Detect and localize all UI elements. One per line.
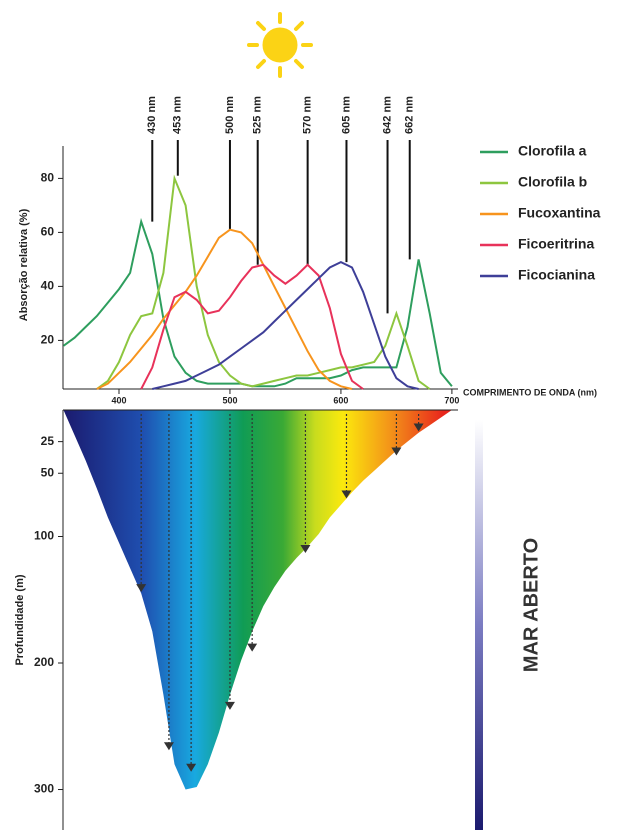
penetration-arrow	[341, 490, 352, 499]
x-tick-label: 500	[222, 395, 237, 405]
sun	[247, 12, 313, 78]
penetration-arrow	[186, 763, 197, 772]
y-axis-label: Absorção relativa (%)	[18, 208, 30, 321]
series-line	[96, 174, 431, 390]
y-axis-label: Profundidade (m)	[14, 574, 26, 665]
y-tick-label: 40	[41, 279, 55, 293]
absorption-chart: Absorção relativa (%) COMPRIMENTO DE OND…	[18, 96, 597, 406]
y-tick-label: 20	[41, 333, 55, 347]
penetration-arrow	[224, 701, 235, 710]
series-line	[152, 260, 419, 390]
mar-bar	[475, 420, 483, 830]
penetration-arrow	[247, 643, 258, 652]
depth-chart: Profundidade (m) MAR ABERTO 25 50 100 200 30…	[14, 409, 542, 830]
side-label: MAR ABERTO	[520, 538, 542, 672]
series-line	[62, 217, 453, 388]
x-tick-label: 700	[444, 395, 459, 405]
peak-label: 430 nm	[146, 96, 158, 134]
x-tick-label: 600	[333, 395, 348, 405]
peak-label: 642 nm	[381, 96, 393, 134]
legend-label: Ficocianina	[518, 267, 595, 283]
penetration-arrow	[413, 423, 424, 432]
peak-label: 500 nm	[224, 96, 236, 134]
legend-label: Fucoxantina	[518, 205, 601, 221]
y-tick-label: 80	[41, 171, 55, 185]
y-tick-label: 25	[41, 434, 55, 448]
x-axis-label: COMPRIMENTO DE ONDA (nm)	[463, 387, 597, 397]
penetration-arrow	[300, 544, 311, 553]
y-tick-label: 300	[34, 782, 54, 796]
legend-label: Clorofila a	[518, 143, 587, 159]
y-tick-label: 60	[41, 225, 55, 239]
peak-label: 453 nm	[172, 96, 184, 134]
penetration-arrow	[136, 584, 147, 593]
x-tick-label: 400	[111, 395, 126, 405]
penetration-arrow	[163, 742, 174, 751]
series-line	[140, 263, 364, 390]
light-area	[63, 410, 452, 790]
legend-label: Ficoeritrina	[518, 236, 594, 252]
penetration-arrow	[391, 447, 402, 456]
peak-label: 570 nm	[302, 96, 314, 134]
y-tick-label: 50	[41, 465, 55, 479]
peak-label: 525 nm	[252, 96, 264, 134]
y-tick-label: 200	[34, 655, 54, 669]
peak-label: 662 nm	[404, 96, 416, 134]
series-line	[96, 228, 353, 390]
y-tick-label: 100	[34, 529, 54, 543]
peak-label: 605 nm	[340, 96, 352, 134]
legend-label: Clorofila b	[518, 174, 587, 190]
